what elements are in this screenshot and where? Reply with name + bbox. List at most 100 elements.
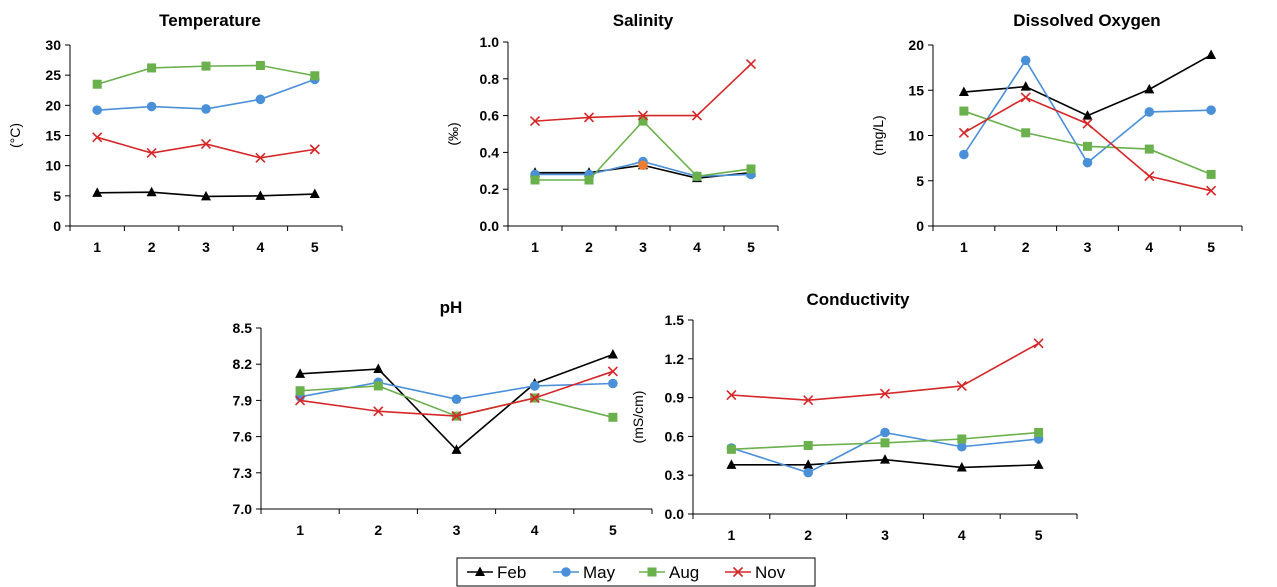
y-tick-label: 25 [45,67,61,83]
data-point [201,104,211,114]
data-point [92,79,102,89]
x-tick-label: 3 [202,239,210,255]
data-point [1020,92,1031,103]
data-point [529,392,540,404]
series-line [534,63,752,122]
data-point [147,63,157,73]
data-point [880,438,890,448]
data-point [255,152,266,163]
series-may [295,377,618,404]
y-tick-label: 0.6 [665,428,685,444]
data-point [451,444,462,454]
data-point [529,381,540,391]
x-tick-label: 1 [93,239,101,255]
y-tick-label: 0 [916,218,924,234]
y-axis-label: (‰) [445,122,461,145]
series-may [92,74,320,115]
data-point [880,427,890,438]
y-tick-label: 5 [916,173,924,189]
x-tick-label: 4 [257,239,265,255]
data-point [92,105,102,115]
y-tick-label: 0.0 [665,506,685,522]
data-point [958,127,969,138]
x-tick-label: 1 [728,527,736,543]
data-point [957,441,967,452]
y-axis-label: (mS/cm) [630,391,646,444]
x-tick-label: 2 [148,239,156,255]
chart-title: Dissolved Oxygen [1013,11,1160,30]
y-axis-label: (mg/L) [870,115,886,155]
x-tick-label: 5 [1035,527,1043,543]
data-point [958,86,969,97]
data-point [959,106,969,116]
y-tick-label: 7.9 [233,392,253,408]
legend-item-may: May [553,563,616,582]
legend-label: Aug [669,563,699,582]
data-point [1082,110,1093,120]
data-point [879,388,891,399]
series-line [96,136,315,159]
data-point [255,190,266,200]
data-point [201,61,211,71]
y-tick-label: 8.5 [233,320,253,336]
series-nov [295,366,618,422]
x-tick-label: 1 [296,522,304,538]
y-tick-label: 1.0 [480,34,500,50]
chart-ph: pH 7.0 7.3 7.6 7.9 8.2 8.5 1 2 3 4 5 [233,298,653,538]
data-point [309,188,320,199]
data-point [608,378,618,389]
data-point [583,112,595,123]
series-aug [959,106,1216,179]
chart-salinity: Salinity 0.0 0.2 0.4 0.6 0.8 1.0 1 2 3 4 5 (‰) [445,11,779,255]
data-point [451,411,462,422]
x-tick-label: 4 [1145,239,1153,255]
data-point [295,395,306,406]
data-point [584,175,594,185]
data-point [373,381,383,391]
legend-label: May [583,563,616,582]
series-nov [529,59,757,127]
y-tick-label: 7.6 [233,429,253,445]
series-nov [958,92,1217,196]
y-tick-label: 0.0 [480,218,500,234]
data-point [691,110,703,121]
data-point [529,116,541,127]
y-tick-label: 0.4 [480,144,500,160]
series-line [963,54,1212,117]
data-point [957,434,967,444]
data-point [803,467,813,478]
data-point [956,461,967,472]
data-point [1144,83,1155,94]
data-point [451,394,462,404]
data-point [92,187,103,197]
legend-box [456,557,816,587]
y-tick-label: 10 [45,158,61,174]
y-tick-label: 7.3 [233,465,253,481]
data-point [1082,157,1093,168]
legend-marker [732,566,744,578]
data-point [255,61,265,71]
x-tick-label: 1 [531,239,539,255]
series-aug [92,61,320,89]
x-tick-label: 5 [609,522,617,538]
data-point [1206,169,1216,179]
y-tick-label: 10 [908,128,924,144]
y-tick-label: 1.5 [665,312,685,328]
data-point [146,147,157,159]
data-point [1020,81,1031,91]
data-point [530,175,540,185]
chart-dissolved-oxygen: Dissolved Oxygen 0 5 10 15 20 1 2 3 4 5 (mg/L) [870,11,1243,255]
data-point [608,412,618,422]
y-tick-label: 8.2 [233,356,253,372]
series-may [959,55,1216,168]
y-tick-label: 0.2 [480,181,500,197]
legend-item-aug: Aug [639,563,699,582]
data-point [726,444,736,454]
extra-data-point [638,160,648,171]
chart-title: Temperature [159,11,261,30]
series-line [299,370,614,417]
chart-temperature: Temperature 0 5 10 15 20 25 30 1 2 3 4 5 (°C) [7,11,343,255]
chart-title: Salinity [613,11,674,30]
data-point [1206,185,1217,196]
x-tick-label: 3 [453,522,461,538]
